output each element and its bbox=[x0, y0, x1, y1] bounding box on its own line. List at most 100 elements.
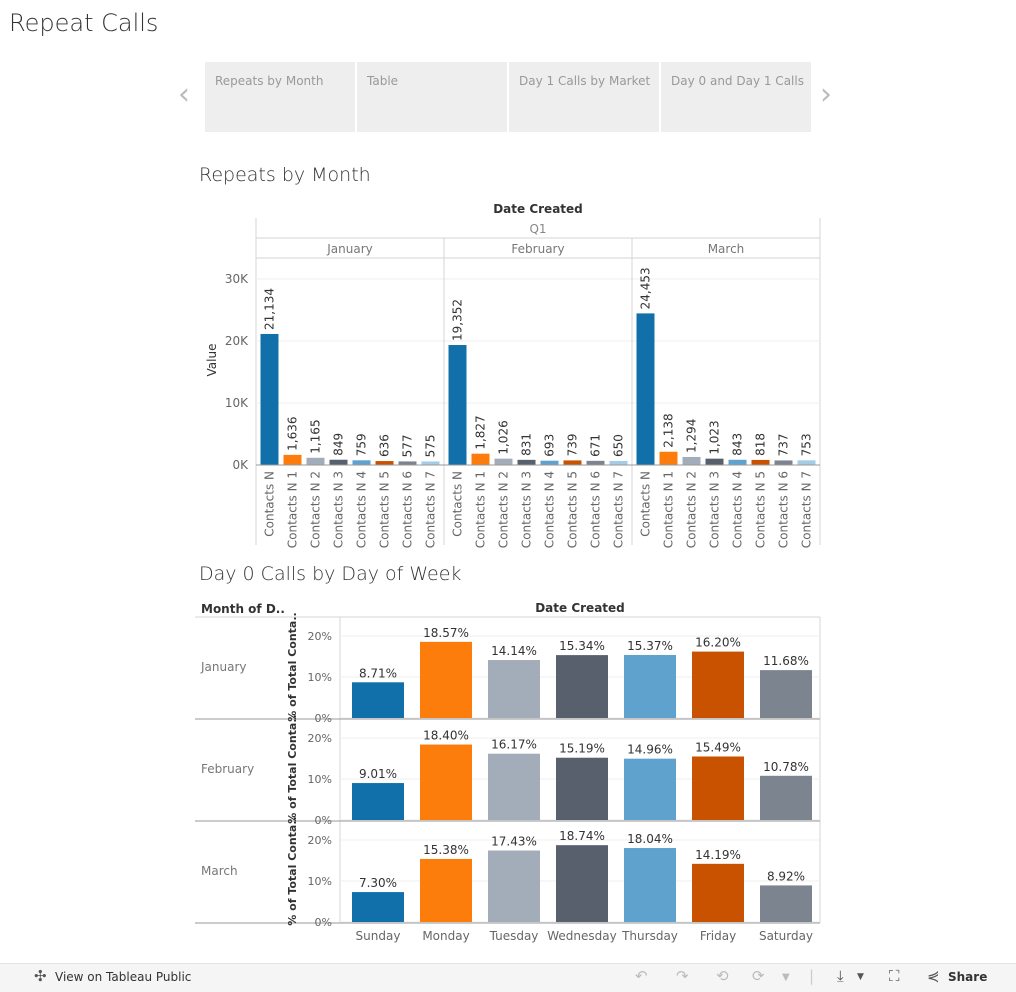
bar bbox=[659, 451, 678, 465]
redo-icon[interactable]: ↷ bbox=[676, 967, 689, 985]
bar bbox=[705, 458, 724, 465]
month-header: February bbox=[511, 242, 564, 256]
bar bbox=[420, 744, 472, 820]
view-on-tableau-link[interactable]: View on Tableau Public bbox=[55, 970, 192, 984]
x-tick-label: Sunday bbox=[356, 929, 401, 943]
quarter-header: Q1 bbox=[529, 222, 546, 236]
data-label: 737 bbox=[777, 434, 791, 457]
tab-label: Table bbox=[367, 74, 399, 88]
x-tick-label: Contacts N 5 bbox=[378, 471, 392, 548]
y-tick-label: 20% bbox=[308, 834, 332, 847]
tab-day0-day1-calls[interactable]: Day 0 and Day 1 Calls bbox=[661, 62, 811, 132]
x-tick-label: Friday bbox=[700, 929, 736, 943]
bar bbox=[488, 850, 540, 922]
y-axis-label: % of Total Conta.. bbox=[286, 612, 299, 721]
data-label: 18.04% bbox=[627, 832, 673, 846]
download-icon[interactable]: ⤓ bbox=[837, 967, 844, 985]
x-tick-label: Contacts N 7 bbox=[612, 471, 626, 548]
bar bbox=[488, 660, 540, 718]
tab-label: Repeats by Month bbox=[215, 74, 324, 88]
data-label: 15.37% bbox=[627, 639, 673, 653]
bar bbox=[306, 457, 325, 465]
bar bbox=[556, 845, 608, 922]
y-axis-label: Value bbox=[205, 344, 219, 377]
data-label: 753 bbox=[800, 433, 814, 456]
bar bbox=[751, 459, 770, 465]
y-tick-label: 20% bbox=[308, 732, 332, 745]
x-tick-label: Contacts N 3 bbox=[332, 471, 346, 548]
x-tick-label: Contacts N bbox=[263, 471, 277, 537]
tab-table[interactable]: Table bbox=[357, 62, 507, 132]
data-label: 15.49% bbox=[695, 740, 741, 754]
chevron-right-icon[interactable]: › bbox=[820, 77, 832, 112]
revert-icon[interactable]: ⟲ bbox=[716, 967, 729, 985]
y-tick-label: 20K bbox=[225, 334, 249, 348]
x-tick-label: Contacts N 4 bbox=[543, 471, 557, 548]
data-label: 11.68% bbox=[763, 654, 809, 668]
x-tick-label: Contacts N 2 bbox=[497, 471, 511, 548]
data-label: 8.71% bbox=[359, 666, 397, 680]
bar bbox=[352, 892, 404, 922]
data-label: 1,636 bbox=[286, 416, 300, 450]
bar bbox=[556, 655, 608, 718]
bar bbox=[329, 459, 348, 465]
data-label: 15.34% bbox=[559, 639, 605, 653]
tab-day1-calls-by-market[interactable]: Day 1 Calls by Market bbox=[509, 62, 659, 132]
dropdown-caret-icon[interactable]: ▼ bbox=[782, 972, 790, 983]
x-tick-label: Saturday bbox=[759, 929, 813, 943]
data-label: 15.19% bbox=[559, 742, 605, 756]
share-icon[interactable]: ⋞ bbox=[927, 967, 940, 985]
bar bbox=[260, 333, 279, 465]
refresh-icon[interactable]: ⟳ bbox=[752, 967, 765, 985]
tab-label: Day 0 and Day 1 Calls bbox=[671, 74, 804, 88]
x-tick-label: Tuesday bbox=[489, 929, 539, 943]
bar bbox=[624, 654, 676, 718]
column-header: Date Created bbox=[535, 601, 625, 615]
x-tick-label: Contacts N 6 bbox=[777, 471, 791, 548]
bar bbox=[398, 461, 417, 465]
data-label: 14.19% bbox=[695, 848, 741, 862]
data-label: 577 bbox=[401, 435, 415, 458]
section-title-day0: Day 0 Calls by Day of Week bbox=[199, 563, 462, 585]
footer-toolbar: ✣ View on Tableau Public ↶ ↷ ⟲ ⟳ ▼ | ⤓ ▼… bbox=[0, 963, 1016, 992]
tableau-logo-icon: ✣ bbox=[34, 967, 47, 985]
y-tick-label: 10% bbox=[308, 773, 332, 786]
x-tick-label: Contacts N 5 bbox=[566, 471, 580, 548]
share-button[interactable]: Share bbox=[948, 970, 988, 984]
y-tick-label: 20% bbox=[308, 630, 332, 643]
data-label: 17.43% bbox=[491, 835, 537, 849]
bar bbox=[540, 460, 559, 465]
data-label: 1,026 bbox=[497, 420, 511, 454]
data-label: 831 bbox=[520, 433, 534, 456]
month-header: January bbox=[326, 242, 373, 256]
download-caret-icon[interactable]: ▼ bbox=[857, 972, 864, 982]
x-tick-label: Contacts N bbox=[639, 471, 653, 537]
story-tabs: Repeats by Month Table Day 1 Calls by Ma… bbox=[0, 62, 1016, 132]
data-label: 14.96% bbox=[627, 743, 673, 757]
undo-icon[interactable]: ↶ bbox=[635, 967, 648, 985]
page-title: Repeat Calls bbox=[9, 9, 159, 37]
y-tick-label: 0K bbox=[232, 458, 249, 472]
y-axis-label: % of Total Conta.. bbox=[286, 816, 299, 925]
data-label: 10.78% bbox=[763, 760, 809, 774]
bar bbox=[517, 459, 536, 465]
data-label: 636 bbox=[378, 434, 392, 457]
bar bbox=[471, 453, 490, 465]
column-header: Date Created bbox=[493, 202, 583, 216]
data-label: 759 bbox=[355, 433, 369, 456]
tab-label: Day 1 Calls by Market bbox=[519, 74, 651, 88]
data-label: 14.14% bbox=[491, 644, 537, 658]
data-label: 843 bbox=[731, 433, 745, 456]
row-label: February bbox=[201, 762, 254, 776]
chevron-left-icon[interactable]: ‹ bbox=[178, 77, 190, 112]
bar bbox=[488, 753, 540, 820]
fullscreen-icon[interactable]: ⛶ bbox=[889, 967, 900, 985]
x-tick-label: Contacts N 1 bbox=[662, 471, 676, 548]
bar bbox=[494, 458, 513, 465]
bar bbox=[609, 460, 628, 465]
bar bbox=[692, 651, 744, 718]
bar bbox=[760, 775, 812, 820]
data-label: 818 bbox=[754, 433, 768, 456]
tab-repeats-by-month[interactable]: Repeats by Month bbox=[205, 62, 355, 132]
x-tick-label: Monday bbox=[422, 929, 469, 943]
